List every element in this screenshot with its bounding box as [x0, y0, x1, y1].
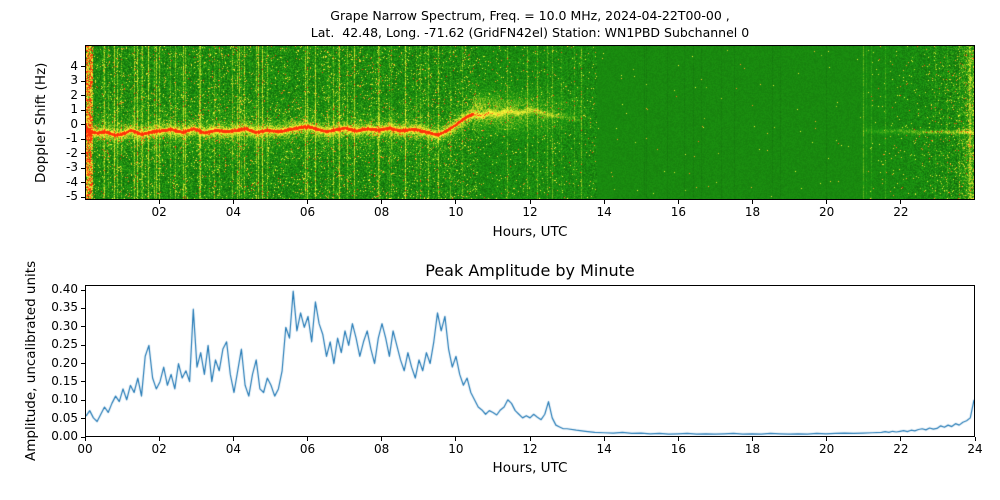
amplitude-x-tick-mark — [84, 437, 86, 441]
amplitude-x-tick-label: 06 — [299, 442, 316, 456]
amplitude-y-tick-mark — [81, 436, 85, 438]
spectrogram-y-tick-mark — [81, 138, 85, 140]
spectrogram-x-tick-label: 06 — [299, 205, 316, 219]
amplitude-y-tick-mark — [81, 289, 85, 291]
amplitude-x-tick-mark — [232, 437, 234, 441]
spectrogram-x-tick-label: 10 — [448, 205, 464, 219]
amplitude-y-tick-mark — [81, 326, 85, 328]
amplitude-x-tick-label: 02 — [151, 442, 167, 456]
amplitude-y-tick-label: 0.15 — [51, 373, 78, 388]
amplitude-y-tick-label: 0.20 — [51, 355, 78, 370]
spectrogram-y-tick-mark — [81, 95, 85, 97]
amplitude-y-tick-mark — [81, 381, 85, 383]
amplitude-plot-canvas — [86, 286, 974, 436]
spectrogram-y-tick-label: -3 — [66, 160, 78, 175]
spectrogram-y-tick-label: -1 — [66, 131, 78, 146]
spectrogram-x-tick-mark — [603, 200, 605, 204]
spectrogram-y-tick-mark — [81, 182, 85, 184]
amplitude-x-tick-mark — [826, 437, 828, 441]
spectrogram-x-tick-label: 08 — [374, 205, 390, 219]
amplitude-y-tick-label: 0.35 — [51, 300, 78, 315]
spectrogram-x-tick-label: 02 — [151, 205, 167, 219]
spectrogram-y-tick-label: 2 — [70, 87, 78, 102]
amplitude-x-tick-label: 04 — [225, 442, 241, 456]
spectrogram-y-tick-label: 4 — [70, 58, 78, 73]
spectrogram-x-tick-mark — [752, 200, 753, 204]
spectrogram-x-tick-mark — [455, 200, 457, 204]
spectrogram-y-tick-label: 1 — [70, 102, 78, 117]
spectrogram-x-tick-label: 16 — [670, 205, 686, 219]
spectrogram-y-tick-mark — [81, 167, 85, 169]
amplitude-y-tick-label: 0.40 — [51, 282, 78, 297]
amplitude-x-tick-label: 12 — [522, 442, 538, 456]
amplitude-x-tick-mark — [381, 437, 383, 441]
amplitude-x-tick-mark — [677, 437, 679, 441]
amplitude-x-tick-mark — [529, 437, 531, 441]
spectrogram-x-tick-label: 18 — [744, 205, 761, 219]
spectrogram-x-tick-mark — [307, 200, 308, 204]
amplitude-y-tick-mark — [81, 418, 85, 420]
spectrogram-x-tick-label: 22 — [893, 205, 909, 219]
amplitude-x-tick-label: 10 — [448, 442, 464, 456]
amplitude-x-tick-mark — [974, 437, 976, 441]
amplitude-x-tick-label: 16 — [670, 442, 686, 456]
amplitude-x-tick-label: 22 — [893, 442, 909, 456]
spectrogram-canvas — [86, 46, 974, 199]
amplitude-y-tick-label: 0.25 — [51, 337, 78, 352]
spectrogram-x-tick-label: 04 — [225, 205, 241, 219]
amplitude-x-tick-mark — [900, 437, 902, 441]
spectrogram-x-tick-mark — [900, 200, 902, 204]
spectrogram-title-line1: Grape Narrow Spectrum, Freq. = 10.0 MHz,… — [330, 8, 730, 23]
spectrogram-y-tick-mark — [81, 66, 85, 68]
spectrogram-y-tick-label: 0 — [70, 116, 78, 131]
amplitude-y-tick-mark — [81, 344, 85, 346]
amplitude-x-tick-label: 18 — [744, 442, 761, 456]
spectrogram-x-tick-mark — [381, 200, 383, 204]
amplitude-x-tick-label: 20 — [819, 442, 835, 456]
amplitude-x-tick-mark — [455, 437, 457, 441]
spectrogram-x-tick-mark — [529, 200, 531, 204]
spectrogram-y-tick-mark — [81, 80, 85, 82]
spectrogram-x-tick-mark — [677, 200, 679, 204]
amplitude-y-tick-label: 0.05 — [51, 410, 78, 425]
spectrogram-x-tick-label: 12 — [522, 205, 538, 219]
amplitude-x-tick-label: 14 — [596, 442, 612, 456]
amplitude-x-tick-mark — [158, 437, 160, 441]
spectrogram-y-tick-mark — [81, 124, 85, 126]
spectrogram-x-tick-mark — [232, 200, 234, 204]
spectrogram-y-tick-label: 3 — [70, 73, 78, 88]
spectrogram-y-tick-mark — [81, 153, 85, 155]
spectrogram-y-tick-label: -4 — [66, 174, 78, 189]
spectrogram-axes — [85, 45, 975, 200]
amplitude-y-tick-mark — [81, 363, 85, 365]
spectrogram-xlabel: Hours, UTC — [492, 224, 568, 240]
spectrogram-x-tick-mark — [826, 200, 828, 204]
amplitude-y-tick-mark — [81, 307, 85, 309]
spectrogram-title-line2: Lat. 42.48, Long. -71.62 (GridFN42el) St… — [310, 25, 750, 40]
amplitude-y-tick-label: 0.30 — [51, 318, 78, 333]
amplitude-axes — [85, 285, 975, 437]
amplitude-x-tick-label: 24 — [967, 442, 983, 456]
spectrogram-y-tick-label: -5 — [66, 189, 78, 204]
spectrogram-y-tick-label: -2 — [66, 145, 78, 160]
amplitude-x-tick-mark — [752, 437, 753, 441]
amplitude-x-tick-label: 08 — [374, 442, 390, 456]
amplitude-y-tick-mark — [81, 399, 85, 401]
spectrogram-y-tick-mark — [81, 109, 85, 111]
amplitude-y-tick-label: 0.00 — [51, 429, 78, 443]
amplitude-ylabel: Amplitude, uncalibrated units — [23, 260, 39, 462]
amplitude-title: Peak Amplitude by Minute — [425, 261, 635, 280]
amplitude-x-tick-mark — [307, 437, 308, 441]
spectrogram-x-tick-label: 20 — [819, 205, 835, 219]
amplitude-y-tick-label: 0.10 — [51, 392, 78, 407]
amplitude-xlabel: Hours, UTC — [492, 460, 568, 476]
amplitude-x-tick-label: 00 — [77, 442, 93, 456]
spectrogram-x-tick-label: 14 — [596, 205, 612, 219]
spectrogram-x-tick-mark — [158, 200, 160, 204]
amplitude-x-tick-mark — [603, 437, 605, 441]
spectrogram-y-tick-mark — [81, 196, 85, 198]
